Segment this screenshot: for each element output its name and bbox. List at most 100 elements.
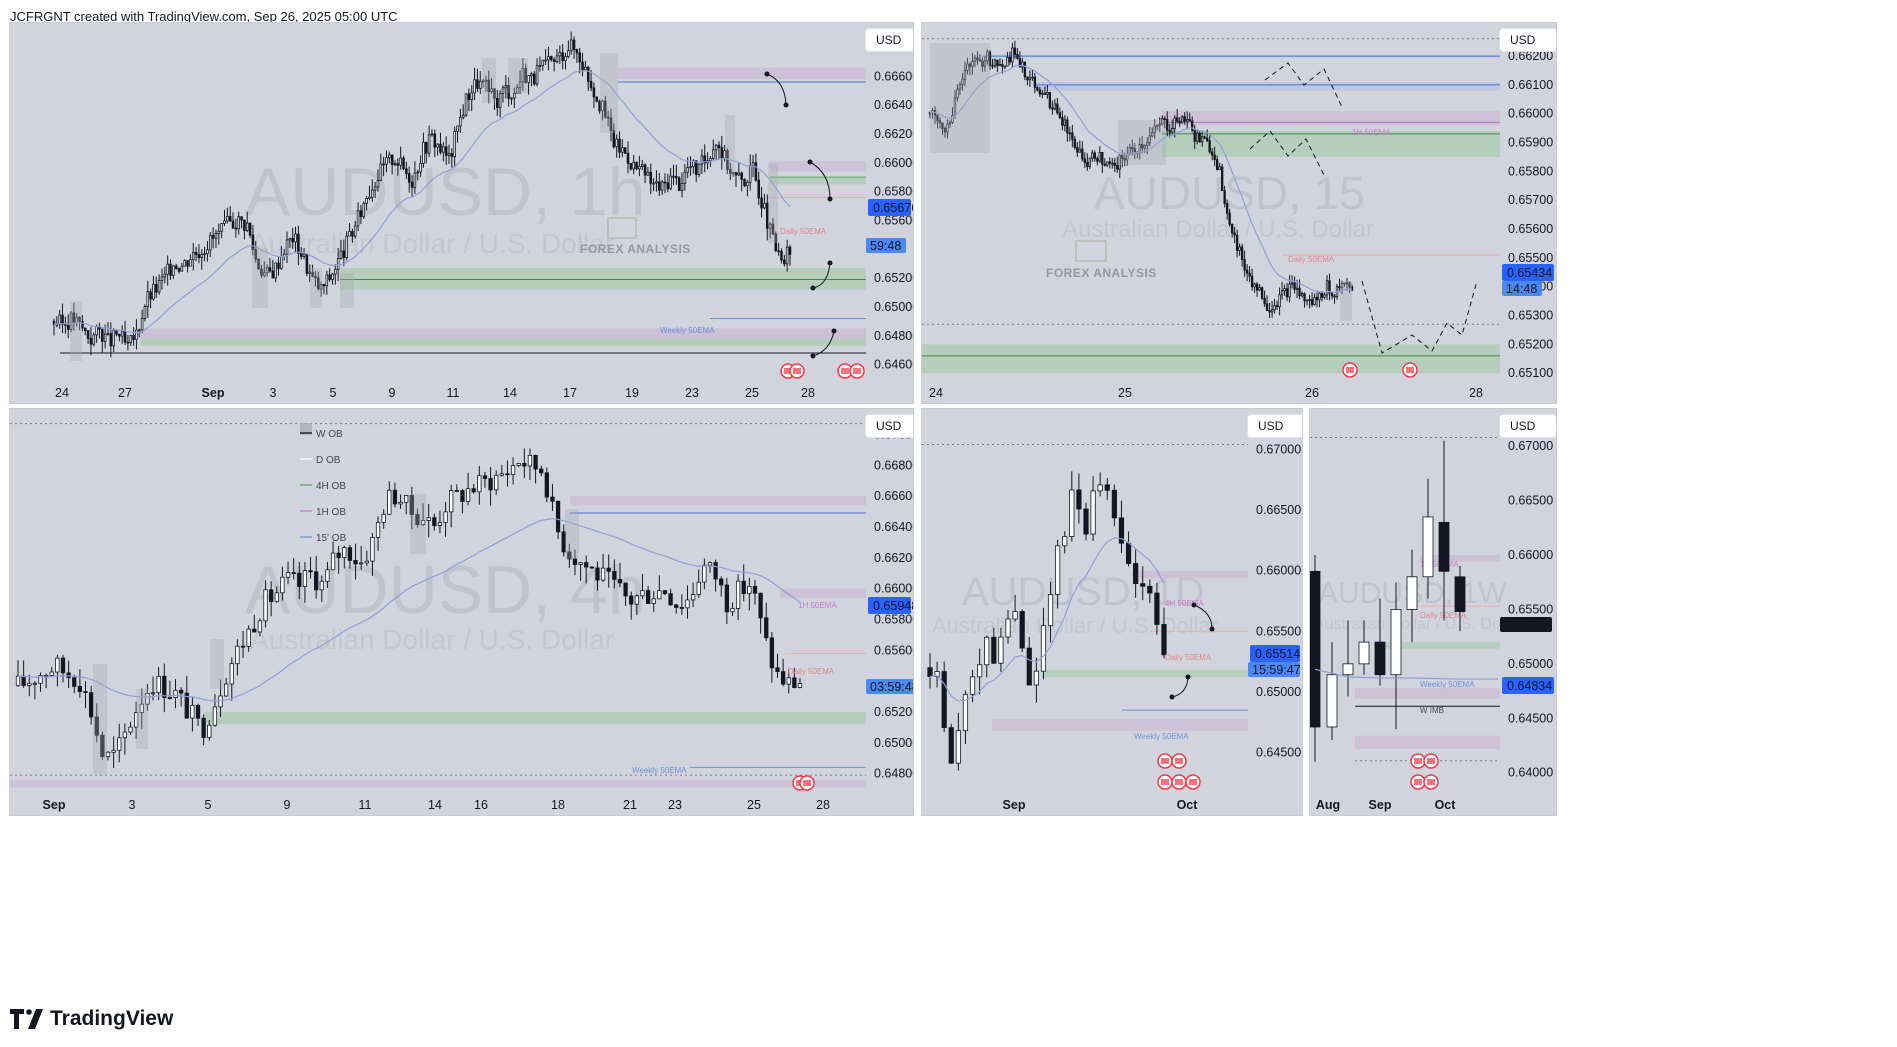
candle-body[interactable]: [535, 65, 539, 85]
candle-body[interactable]: [1350, 286, 1354, 291]
candle-body[interactable]: [1326, 674, 1338, 728]
candle-body[interactable]: [252, 628, 257, 633]
candle-body[interactable]: [984, 636, 990, 666]
candle-body[interactable]: [1018, 58, 1022, 68]
candle-body[interactable]: [581, 61, 584, 71]
candle-body[interactable]: [558, 52, 562, 57]
candle-body[interactable]: [1026, 647, 1032, 686]
candle-body[interactable]: [379, 163, 383, 182]
candle-body[interactable]: [465, 488, 471, 502]
candle-body[interactable]: [1323, 294, 1326, 298]
candle-body[interactable]: [294, 233, 297, 243]
candle-body[interactable]: [78, 316, 81, 322]
candle-body[interactable]: [494, 474, 499, 491]
candle-body[interactable]: [604, 100, 607, 118]
candle-body[interactable]: [1220, 166, 1224, 191]
candle-body[interactable]: [1238, 246, 1241, 251]
candle-body[interactable]: [86, 330, 90, 339]
candle-body[interactable]: [443, 511, 448, 523]
candle-body[interactable]: [149, 291, 152, 300]
candle-body[interactable]: [1245, 269, 1249, 274]
candle-body[interactable]: [702, 564, 707, 583]
candle-body[interactable]: [478, 80, 482, 89]
candle-body[interactable]: [1298, 287, 1301, 297]
candle-body[interactable]: [1342, 663, 1354, 676]
candle-body[interactable]: [1196, 132, 1199, 142]
candle-body[interactable]: [359, 562, 364, 565]
projection-arrow[interactable]: [766, 73, 787, 106]
candle-body[interactable]: [1230, 223, 1234, 234]
candle-body[interactable]: [419, 163, 422, 173]
candle-body[interactable]: [265, 267, 269, 274]
candle-body[interactable]: [269, 589, 274, 603]
candle-body[interactable]: [488, 478, 493, 491]
candle-body[interactable]: [493, 88, 496, 99]
candle-body[interactable]: [126, 341, 130, 344]
candle-body[interactable]: [1300, 293, 1304, 297]
candle-body[interactable]: [422, 141, 425, 164]
candle-body[interactable]: [707, 562, 713, 566]
candle-body[interactable]: [1315, 296, 1319, 301]
candle-body[interactable]: [228, 216, 232, 222]
candle-body[interactable]: [1111, 489, 1117, 519]
candle-body[interactable]: [288, 237, 292, 241]
candle-body[interactable]: [424, 141, 428, 154]
candle-body[interactable]: [1333, 295, 1336, 298]
candle-body[interactable]: [404, 495, 409, 503]
candle-body[interactable]: [1343, 282, 1346, 285]
chart-canvas-1d[interactable]: AUDUSD, 1D Australian Dollar / U.S. Doll…: [922, 409, 1303, 816]
candle-body[interactable]: [1173, 117, 1176, 129]
candle-body[interactable]: [729, 169, 732, 174]
candle-body[interactable]: [1330, 292, 1334, 297]
candle-body[interactable]: [173, 689, 178, 699]
candle-body[interactable]: [1270, 309, 1274, 313]
chart-canvas-4h[interactable]: AUDUSD, 4h Australian Dollar / U.S. Doll…: [10, 409, 914, 816]
candle-body[interactable]: [291, 237, 294, 243]
candle-body[interactable]: [527, 454, 533, 467]
candle-body[interactable]: [1193, 129, 1196, 142]
candle-body[interactable]: [1243, 259, 1246, 271]
candle-body[interactable]: [606, 116, 610, 119]
candle-body[interactable]: [632, 161, 635, 170]
candle-body[interactable]: [635, 161, 638, 170]
candle-body[interactable]: [1028, 77, 1032, 81]
candle-body[interactable]: [598, 100, 601, 112]
candle-body[interactable]: [277, 262, 280, 269]
projection-arrow[interactable]: [1171, 676, 1189, 698]
candle-body[interactable]: [544, 472, 549, 498]
candle-body[interactable]: [1098, 152, 1101, 162]
candle-body[interactable]: [1188, 119, 1191, 122]
candle-body[interactable]: [927, 667, 933, 677]
candle-body[interactable]: [572, 558, 578, 565]
candle-body[interactable]: [325, 274, 329, 287]
candle-body[interactable]: [700, 155, 704, 165]
candle-body[interactable]: [1176, 117, 1179, 122]
candle-body[interactable]: [1203, 136, 1206, 139]
candle-body[interactable]: [792, 677, 797, 688]
candle-body[interactable]: [769, 637, 775, 669]
candle-body[interactable]: [1285, 288, 1289, 298]
candle-body[interactable]: [174, 265, 178, 269]
candle-body[interactable]: [785, 246, 789, 265]
candle-body[interactable]: [1001, 63, 1004, 67]
candle-body[interactable]: [334, 268, 337, 275]
candle-body[interactable]: [456, 125, 459, 132]
candle-body[interactable]: [1210, 151, 1214, 156]
candle-body[interactable]: [370, 536, 375, 562]
candle-body[interactable]: [724, 584, 730, 613]
candle-body[interactable]: [1051, 107, 1054, 110]
candle-body[interactable]: [437, 522, 443, 526]
candle-body[interactable]: [1201, 136, 1204, 143]
candle-body[interactable]: [1235, 234, 1239, 251]
candle-body[interactable]: [638, 165, 641, 170]
candle-body[interactable]: [1208, 140, 1211, 153]
candle-body[interactable]: [663, 181, 667, 184]
candle-body[interactable]: [163, 273, 167, 278]
candle-body[interactable]: [991, 636, 997, 664]
candle-body[interactable]: [224, 683, 229, 697]
candle-body[interactable]: [1166, 119, 1169, 131]
candle-body[interactable]: [956, 88, 959, 99]
candle-body[interactable]: [150, 692, 156, 695]
candle-body[interactable]: [943, 128, 947, 133]
candle-body[interactable]: [1016, 54, 1019, 60]
